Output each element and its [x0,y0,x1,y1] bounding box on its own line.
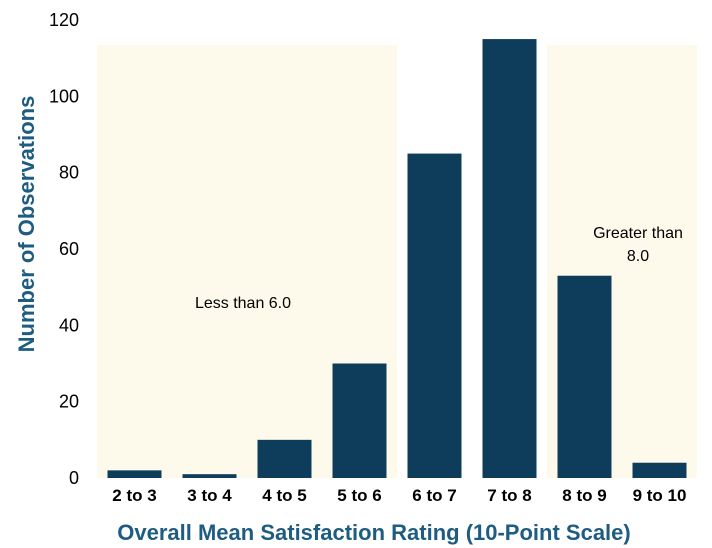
bar-2-to-3 [107,470,162,478]
bar-3-to-4 [182,474,237,478]
x-category-label: 2 to 3 [112,486,156,505]
annotation-greater-than-line1: Greater than [593,225,683,242]
annotation-less-than: Less than 6.0 [195,295,291,312]
y-tick-label: 0 [69,468,79,488]
bar-8-to-9 [557,275,612,478]
y-tick-label: 60 [59,239,79,259]
y-tick-label: 20 [59,392,79,412]
x-category-label: 6 to 7 [412,486,456,505]
x-axis-title: Overall Mean Satisfaction Rating (10-Poi… [117,520,630,545]
x-category-label: 8 to 9 [562,486,606,505]
x-category-label: 7 to 8 [487,486,531,505]
bar-5-to-6 [332,363,387,478]
y-tick-layer: 0 20 40 60 80 100 120 [49,10,79,488]
shaded-region-layer [97,45,697,478]
x-category-label: 5 to 6 [337,486,381,505]
bar-9-to-10 [632,462,687,478]
x-category-label: 9 to 10 [633,486,687,505]
y-tick-label: 120 [49,10,79,30]
y-axis-title: Number of Observations [14,96,39,353]
x-category-label: 4 to 5 [262,486,306,505]
y-tick-label: 80 [59,163,79,183]
bar-6-to-7 [407,153,462,479]
x-category-label: 3 to 4 [187,486,232,505]
y-tick-label: 40 [59,315,79,335]
bar-7-to-8 [482,39,537,478]
x-tick-layer: 2 to 3 3 to 4 4 to 5 5 to 6 6 to 7 7 to 8 8 to… [112,486,686,505]
bar-layer [107,39,687,479]
y-tick-label: 100 [49,86,79,106]
annotation-greater-than-line2: 8.0 [627,248,649,265]
bar-4-to-5 [257,439,312,478]
